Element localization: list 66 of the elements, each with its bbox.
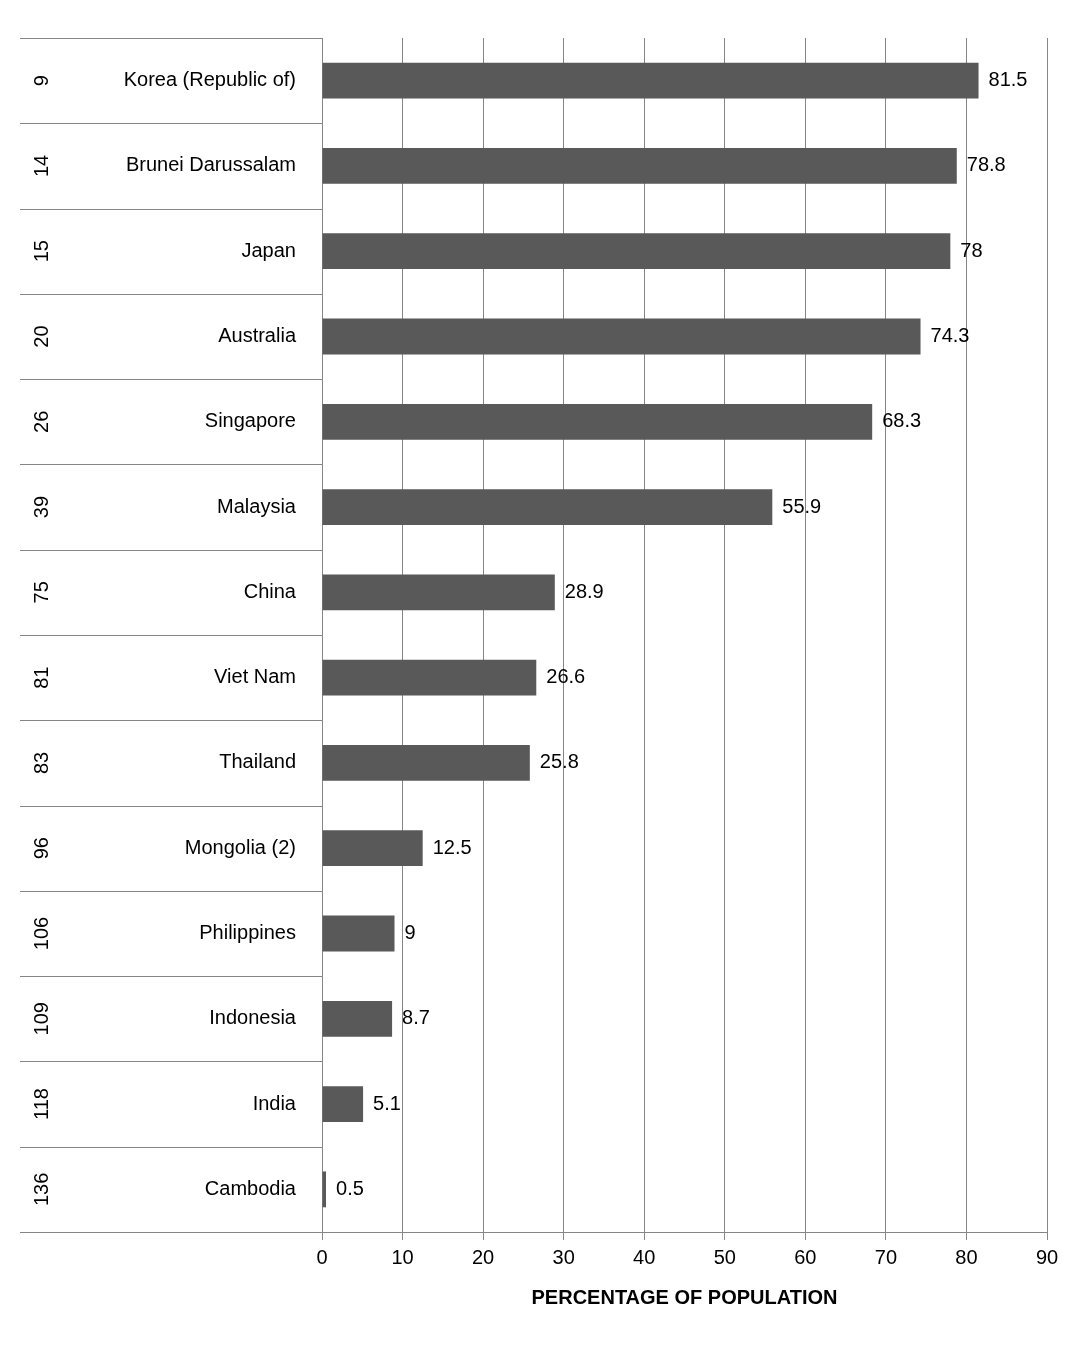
bar — [322, 915, 395, 952]
bar — [322, 489, 773, 525]
data-label: 0.5 — [336, 1176, 364, 1199]
y-tick-label: Brunei Darussalam — [125, 153, 296, 176]
y-tick-label: Malaysia — [217, 494, 297, 517]
bar — [322, 318, 921, 355]
x-tick-label: 30 — [552, 1245, 575, 1268]
y-tick-label: Japan — [241, 238, 296, 261]
data-label: 9 — [404, 921, 416, 944]
x-tick-label: 20 — [471, 1245, 495, 1268]
data-label: 78.8 — [966, 153, 1006, 176]
y-tick-label: Viet Nam — [214, 665, 296, 688]
x-axis-title: PERCENTAGE OF POPULATION — [531, 1285, 838, 1308]
bar — [322, 574, 555, 611]
text: 106 — [29, 916, 52, 951]
y-tick-label: Thailand — [219, 750, 296, 773]
x-tick-label: 40 — [633, 1245, 656, 1268]
y-tick-label: Korea (Republic of) — [123, 68, 296, 91]
data-label: 81.5 — [988, 68, 1028, 91]
y-tick-label: Singapore — [204, 409, 296, 432]
bar — [322, 233, 951, 270]
bar — [322, 1086, 364, 1122]
data-label: 68.3 — [882, 409, 922, 432]
y-tick-label: Cambodia — [204, 1176, 297, 1199]
data-label: 28.9 — [564, 579, 604, 602]
data-label: 8.7 — [402, 1006, 430, 1029]
bar — [322, 659, 537, 696]
text: 109 — [29, 1002, 52, 1036]
text: 39 — [29, 495, 52, 519]
text: 15 — [29, 240, 52, 263]
text: 26 — [29, 410, 52, 433]
bar — [322, 830, 423, 867]
text: 136 — [29, 1172, 52, 1207]
text: 9 — [29, 75, 52, 87]
x-tick-label: 50 — [713, 1245, 736, 1268]
data-label: 12.5 — [432, 835, 472, 858]
y-tick-label: Mongolia (2) — [184, 835, 296, 858]
text: 83 — [29, 751, 52, 775]
bar — [322, 1000, 393, 1037]
y-tick-label: Indonesia — [209, 1006, 297, 1029]
y-tick-label: Philippines — [199, 921, 296, 944]
x-tick-label: 70 — [874, 1245, 898, 1268]
data-label: 25.8 — [539, 750, 579, 773]
x-tick-label: 60 — [794, 1245, 817, 1268]
text: 96 — [29, 837, 52, 860]
text: 81 — [29, 666, 52, 689]
text: 20 — [29, 325, 52, 348]
y-tick-label: China — [243, 579, 297, 602]
data-label: 26.6 — [546, 665, 586, 688]
x-tick-label: 90 — [1035, 1245, 1059, 1268]
x-tick-label: 80 — [955, 1245, 978, 1268]
bar — [322, 148, 957, 184]
data-label: 78 — [960, 238, 983, 261]
text: 75 — [29, 581, 52, 604]
bar — [322, 745, 530, 781]
y-tick-label: India — [252, 1091, 297, 1114]
data-label: 55.9 — [782, 494, 822, 517]
bar — [322, 403, 873, 440]
text: 118 — [29, 1088, 52, 1121]
text: 14 — [29, 154, 52, 178]
data-label: 5.1 — [373, 1091, 401, 1114]
data-label: 74.3 — [930, 324, 970, 347]
y-tick-label: Australia — [218, 324, 297, 347]
x-tick-label: 10 — [391, 1245, 414, 1268]
bar — [322, 62, 979, 99]
x-tick-label: 0 — [316, 1245, 328, 1268]
